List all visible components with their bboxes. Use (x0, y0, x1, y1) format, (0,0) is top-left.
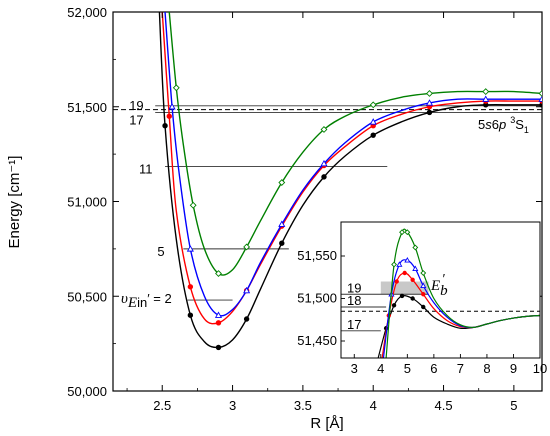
data-point (412, 244, 419, 251)
data-point (421, 304, 426, 310)
data-point (166, 113, 172, 119)
vibrational-level-label: 19 (129, 98, 143, 113)
inset-background (341, 222, 540, 358)
barrier-height-label: Eb′ (430, 271, 448, 299)
inset-x-tick-label: 5 (404, 361, 411, 376)
data-point (320, 126, 328, 133)
data-point (402, 270, 407, 276)
data-point (421, 292, 426, 297)
data-point (187, 312, 194, 318)
inset-plot-area (341, 228, 540, 358)
data-point (320, 159, 328, 167)
inset-y-tick-label: 51,550 (297, 248, 337, 263)
inset-level-label: 19 (347, 280, 361, 295)
data-point (399, 293, 405, 299)
x-tick-label: 2.5 (153, 398, 171, 413)
data-point (187, 284, 194, 290)
data-point (391, 303, 397, 308)
data-point (215, 320, 222, 326)
data-point (189, 201, 197, 209)
data-point (420, 270, 427, 276)
data-point (321, 174, 327, 180)
inset-x-tick-label: 9 (510, 361, 517, 376)
data-point (186, 245, 194, 252)
vibrational-level-label: 5 (157, 244, 164, 259)
data-point (278, 179, 286, 186)
data-point (538, 95, 542, 102)
data-point (399, 229, 405, 236)
data-point (412, 265, 419, 272)
inset-y-tick-label: 51,500 (297, 291, 337, 306)
data-point (426, 90, 433, 97)
data-point (278, 220, 286, 227)
inset-x-tick-label: 3 (351, 361, 358, 376)
vibrational-level-label: 11 (139, 161, 153, 176)
data-point (214, 311, 223, 318)
data-point (404, 229, 411, 236)
data-point (369, 101, 377, 109)
inset-x-tick-label: 8 (483, 361, 490, 376)
inset-x-tick-label: 10 (533, 361, 547, 376)
data-point (404, 257, 411, 263)
inset-level-label: 18 (347, 293, 361, 308)
y-axis-title: Energy [cm⁻¹] (6, 156, 23, 249)
data-point (394, 279, 399, 284)
y-tick-label: 52,000 (67, 5, 107, 20)
data-point (243, 316, 250, 322)
y-tick-label: 51,000 (67, 195, 107, 210)
data-point (396, 261, 403, 267)
data-point (425, 99, 434, 106)
potential-curve-line (161, 12, 542, 325)
data-point (482, 88, 490, 96)
data-point (168, 103, 176, 110)
x-tick-label: 3.5 (294, 398, 312, 413)
data-point (370, 132, 376, 138)
data-point (410, 277, 415, 282)
data-point (410, 296, 415, 301)
x-tick-label: 5 (510, 398, 517, 413)
data-point (538, 90, 542, 97)
potential-curve-line (158, 12, 542, 349)
data-point (172, 84, 180, 92)
data-point (243, 243, 251, 251)
data-point (420, 282, 427, 289)
vibrational-level-label: 17 (129, 112, 143, 127)
asymptote-label: 5s6p 3S1 (478, 115, 529, 135)
inset-x-tick-label: 4 (377, 361, 384, 376)
data-point (369, 118, 377, 125)
main-plot-area (113, 12, 542, 351)
data-point (215, 270, 222, 277)
x-tick-label: 3 (229, 398, 236, 413)
data-point (482, 95, 490, 102)
x-axis-title: R [Å] (310, 415, 343, 432)
data-point (162, 123, 168, 129)
x-tick-label: 4.5 (435, 398, 453, 413)
data-point (426, 109, 433, 116)
inset-y-tick-label: 51,450 (297, 333, 337, 348)
inset-plot-frame (340, 221, 541, 359)
y-tick-label: 50,500 (67, 289, 107, 304)
data-point (391, 261, 398, 268)
inset-x-tick-label: 7 (457, 361, 464, 376)
data-point (279, 240, 285, 246)
x-tick-label: 4 (370, 398, 377, 413)
data-point (215, 344, 222, 351)
y-tick-label: 51,500 (67, 100, 107, 115)
vibrational-quantum-number-label: υEin′ = 2 (121, 291, 172, 311)
inset-level-label: 17 (347, 317, 361, 332)
y-tick-label: 50,000 (67, 384, 107, 399)
data-point (243, 286, 251, 294)
inset-x-tick-label: 6 (430, 361, 437, 376)
potential-curve-line (164, 12, 542, 317)
